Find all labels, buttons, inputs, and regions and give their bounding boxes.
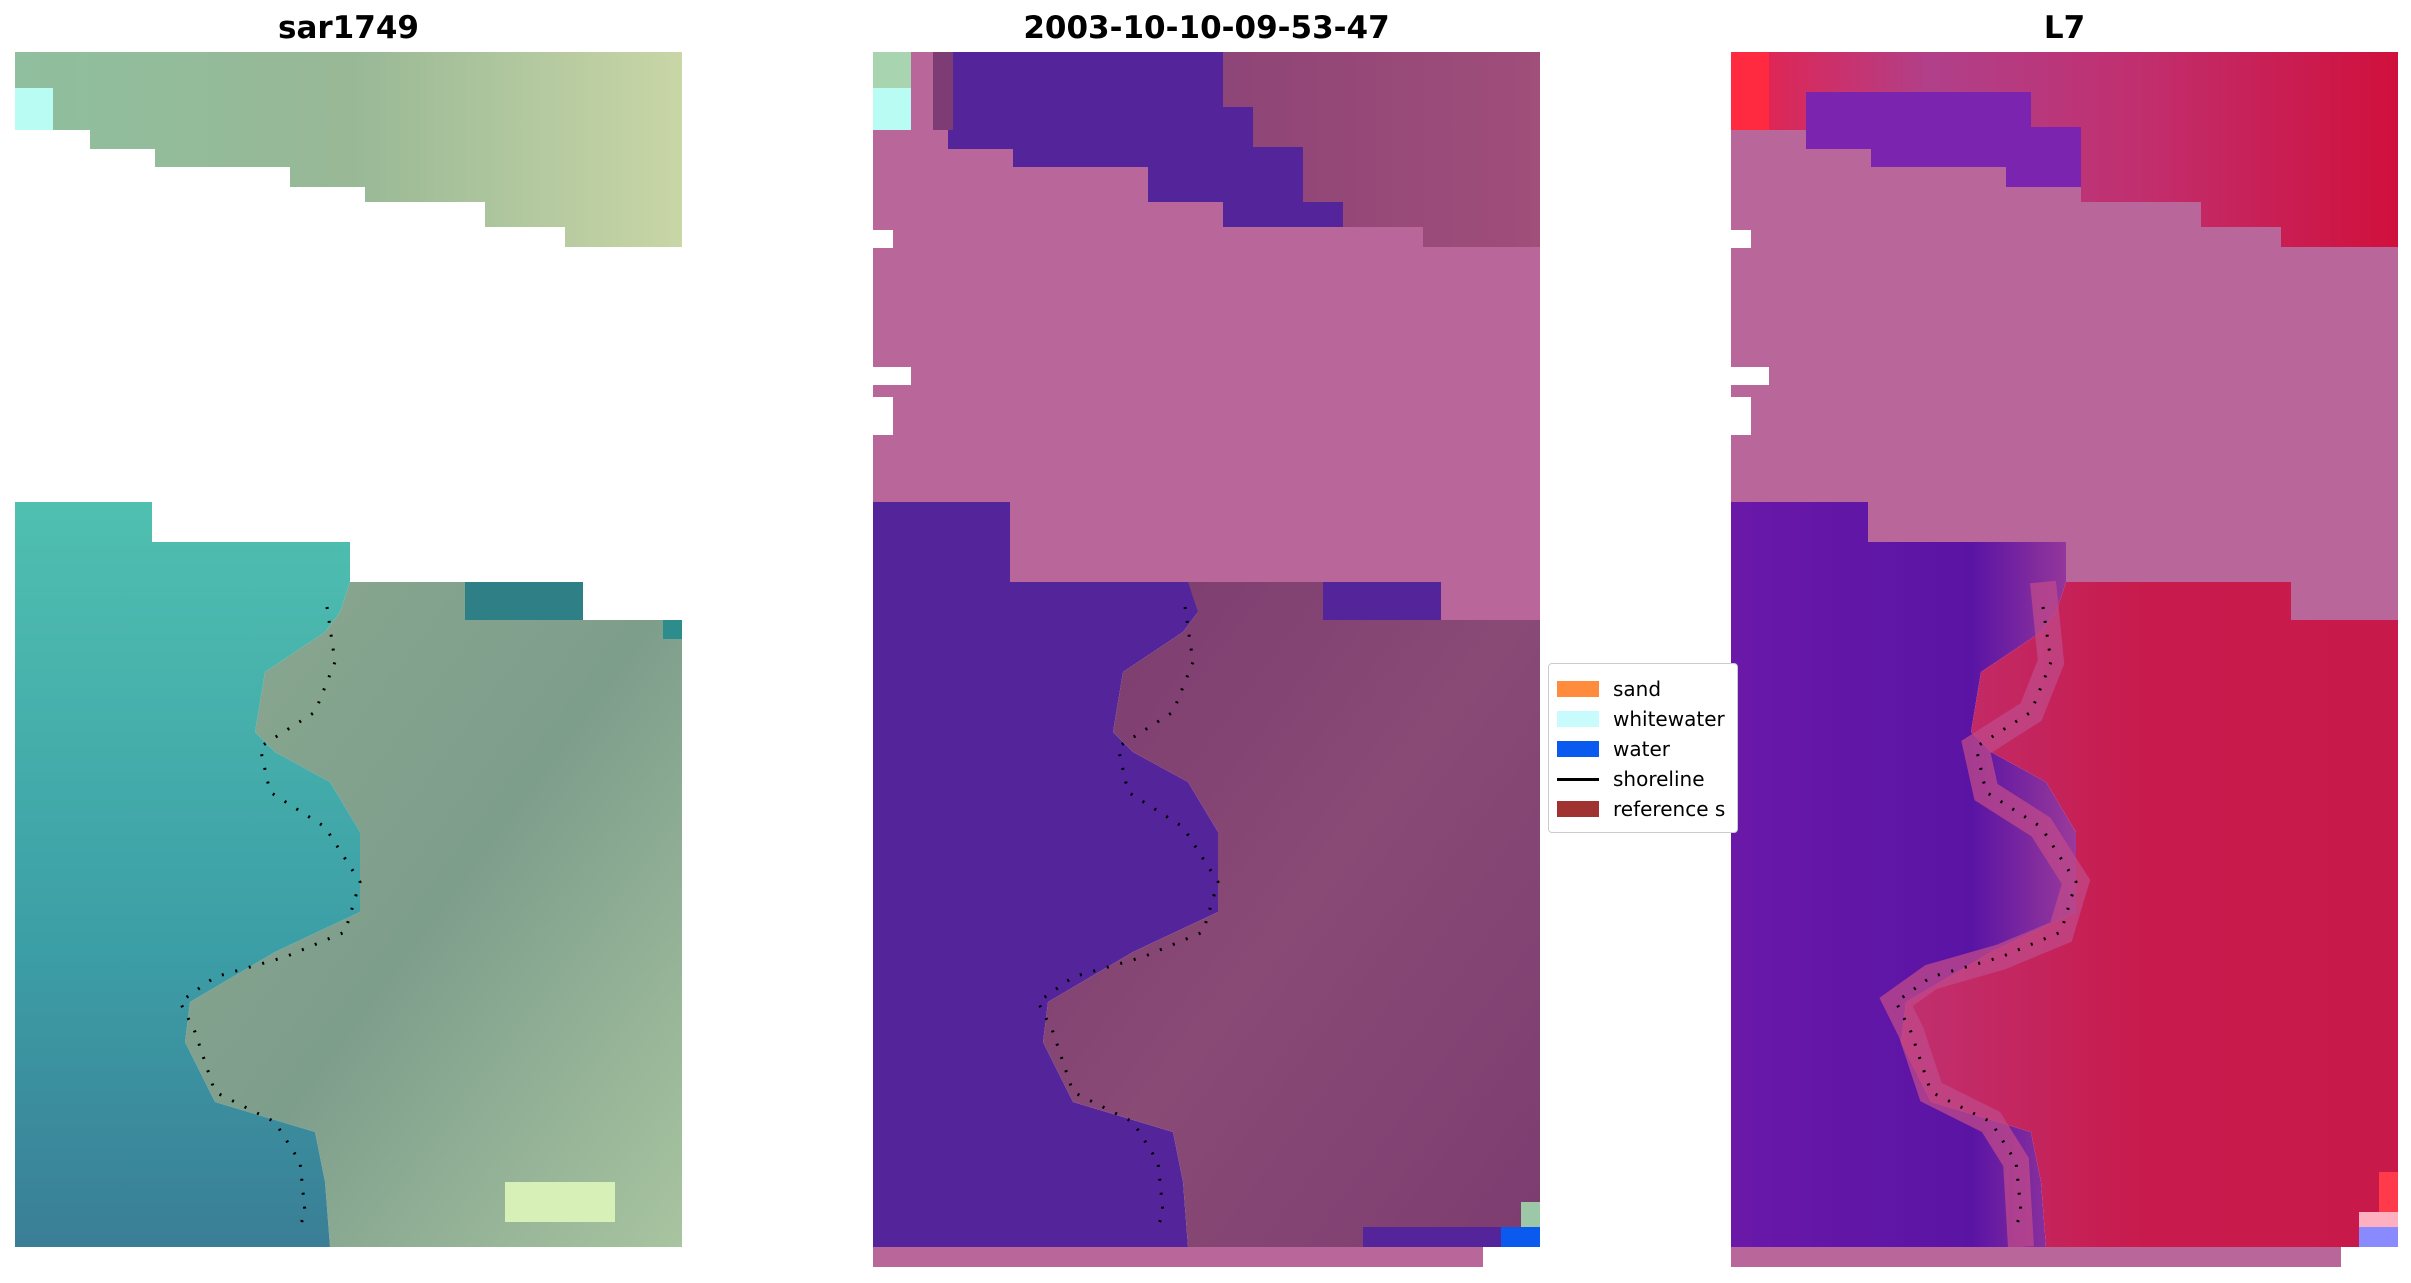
classified-water-block <box>1323 582 1441 620</box>
panel-title-classified: 2003-10-10-09-53-47 <box>1023 10 1390 46</box>
classified-top-left-pixel-b <box>873 88 911 130</box>
legend-label-whitewater: whitewater <box>1613 707 1725 731</box>
index-corner-pixel-a <box>2379 1172 2398 1212</box>
classified-corner-pixel-a <box>1521 1202 1540 1227</box>
classified-top-water <box>948 52 1343 227</box>
rgb-land-area <box>185 582 682 1247</box>
rgb-bright-sand-patch <box>505 1182 615 1222</box>
rgb-teal-pixel <box>663 620 682 639</box>
panel-title-index: L7 <box>2043 10 2086 46</box>
classified-corner-water-pixel <box>1501 1227 1540 1247</box>
legend-label-sand: sand <box>1613 677 1662 701</box>
index-corner-pixel-c <box>2359 1227 2398 1247</box>
shoreline-line-icon <box>1557 777 1599 781</box>
index-bottom-sand-strip <box>1731 1247 2341 1267</box>
legend-label-water: water <box>1613 737 1670 761</box>
legend-item-water: water <box>1557 734 1670 764</box>
index-image-panel <box>1731 52 2398 1267</box>
sand-swatch-icon <box>1557 681 1599 697</box>
reference-swatch-icon <box>1557 801 1599 817</box>
classified-left-notch-1 <box>873 230 893 248</box>
index-left-notch-2 <box>1731 367 1769 385</box>
classified-image-panel <box>873 52 1540 1267</box>
water-swatch-icon <box>1557 741 1599 757</box>
index-left-notch-3 <box>1731 397 1751 435</box>
legend-label-reference: reference s <box>1613 797 1726 821</box>
panel-title-rgb: sar1749 <box>278 10 419 46</box>
classified-top-left-pixel-a <box>873 52 911 88</box>
rgb-top-whitewater-pixel <box>15 88 53 130</box>
classified-water-area <box>873 502 1218 1247</box>
legend-item-reference: reference s <box>1557 794 1725 824</box>
legend-item-sand: sand <box>1557 674 1661 704</box>
legend: sand whitewater water shoreline referenc… <box>1548 663 1738 833</box>
legend-item-whitewater: whitewater <box>1557 704 1725 734</box>
index-left-notch-1 <box>1731 230 1751 248</box>
rgb-image-panel <box>15 52 682 1247</box>
classified-left-notch-3 <box>873 397 893 435</box>
index-top-left-pixels <box>1731 52 1769 130</box>
rgb-dark-teal-block <box>465 582 583 620</box>
index-land-area <box>1901 582 2398 1247</box>
legend-label-shoreline: shoreline <box>1613 767 1705 791</box>
classified-land-area <box>1043 582 1540 1247</box>
classified-left-notch-2 <box>873 367 911 385</box>
classified-bottom-sand-strip <box>873 1247 1483 1267</box>
whitewater-swatch-icon <box>1557 711 1599 727</box>
classified-bottom-water-strip <box>1363 1227 1501 1247</box>
legend-item-shoreline: shoreline <box>1557 764 1705 794</box>
rgb-water-area <box>15 502 360 1247</box>
index-water-area <box>1731 502 2076 1247</box>
index-top-water <box>1806 92 2081 187</box>
rgb-top-strip <box>15 52 682 247</box>
